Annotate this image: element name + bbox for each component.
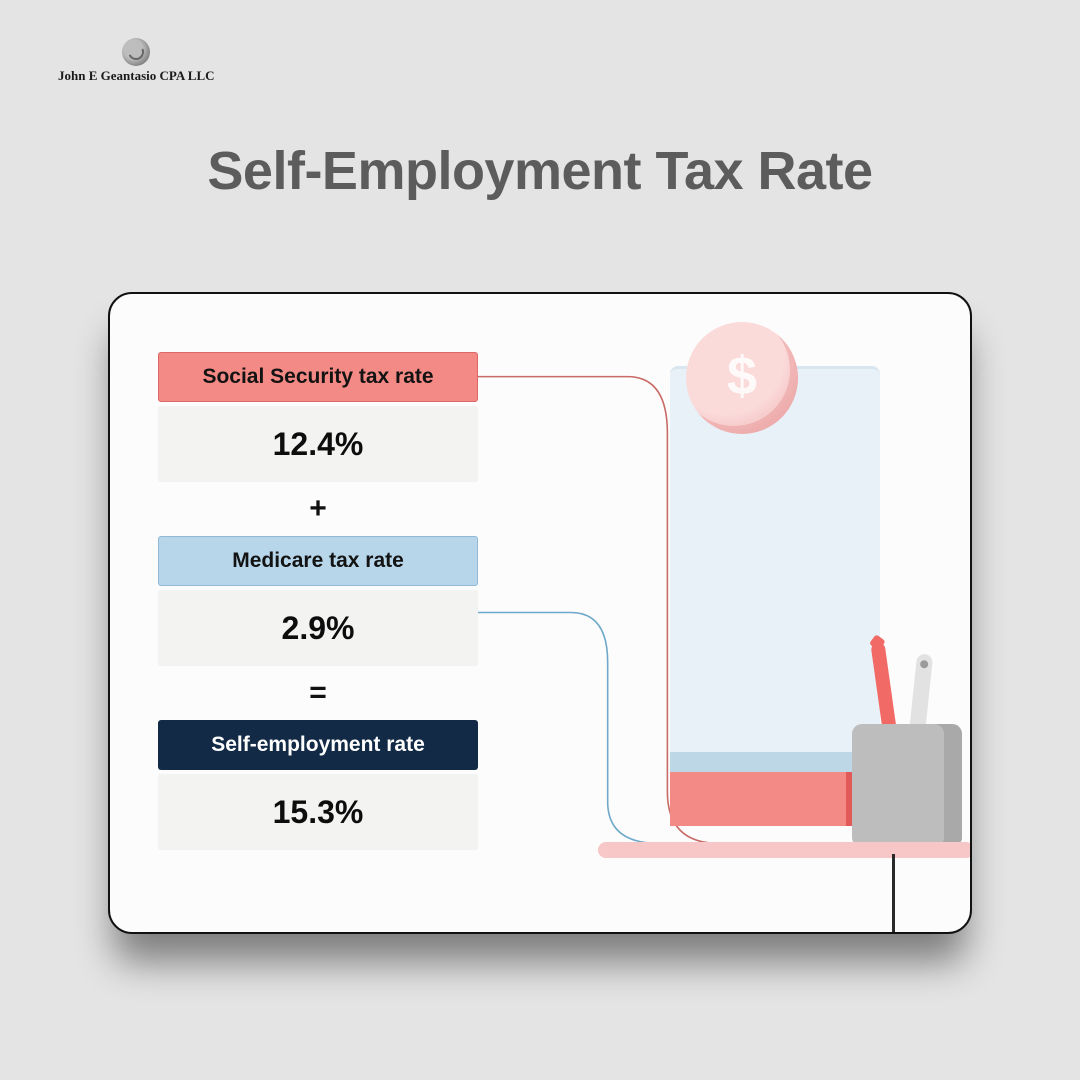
brand-logo: John E Geantasio CPA LLC [58,38,215,84]
glass-jar [670,366,880,826]
shelf [598,842,972,858]
operator-plus: + [158,482,478,536]
brand-name: John E Geantasio CPA LLC [58,68,215,84]
pen-cup [852,724,962,844]
self-employment-label: Self-employment rate [158,720,478,770]
social-security-value: 12.4% [158,406,478,482]
dollar-coin-icon: $ [686,322,798,434]
formula-column: Social Security tax rate 12.4% + Medicar… [158,352,478,850]
operator-equals: = [158,666,478,720]
dollar-symbol: $ [727,345,757,407]
glass-jar-fill [670,772,880,826]
social-security-label: Social Security tax rate [158,352,478,402]
medicare-label: Medicare tax rate [158,536,478,586]
page-title: Self-Employment Tax Rate [0,140,1080,202]
stand-leg [892,854,895,934]
brand-logo-mark [122,38,150,66]
self-employment-value: 15.3% [158,774,478,850]
infographic-card: Social Security tax rate 12.4% + Medicar… [108,292,972,934]
medicare-value: 2.9% [158,590,478,666]
